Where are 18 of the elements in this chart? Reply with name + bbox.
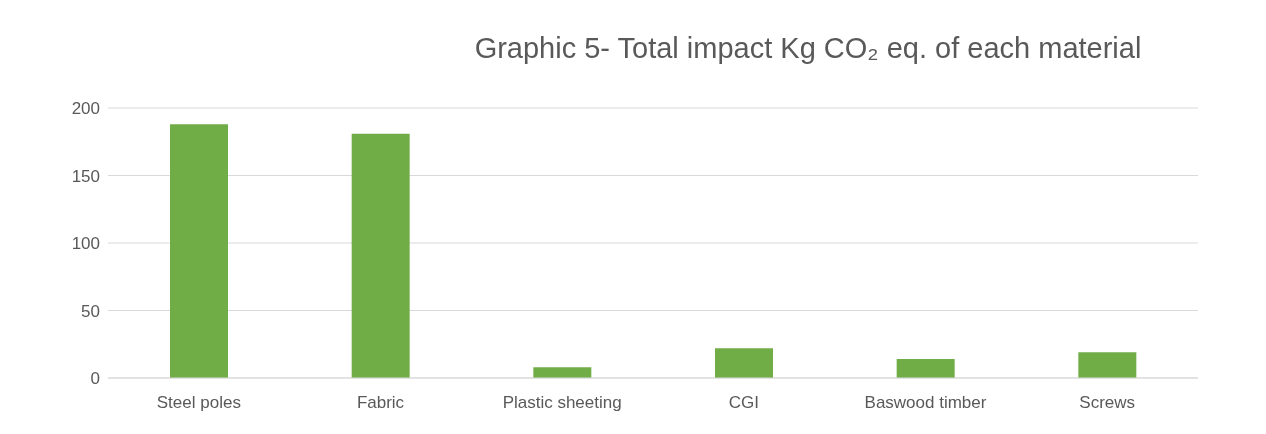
x-tick-label: Steel poles (156, 393, 241, 413)
chart-title: Graphic 5- Total impact Kg CO₂ eq. of each material (473, 32, 1143, 65)
bar (715, 348, 773, 378)
x-tick-label: Screws (1079, 393, 1136, 413)
x-tick-label: Fabric (356, 393, 405, 413)
bar (170, 124, 228, 378)
y-tick-label: 200 (71, 99, 100, 119)
x-tick-label: Baswood timber (864, 393, 987, 413)
y-tick-label: 150 (71, 166, 100, 186)
bar (533, 367, 592, 378)
y-tick-label: 100 (71, 234, 100, 254)
y-tick-label: 50 (81, 301, 100, 321)
x-tick-label: CGI (728, 393, 759, 413)
x-tick-label: Plastic sheeting (502, 393, 622, 413)
bar (896, 359, 955, 378)
y-tick-label: 0 (90, 369, 100, 389)
bar (1078, 352, 1137, 378)
bar (351, 133, 410, 378)
